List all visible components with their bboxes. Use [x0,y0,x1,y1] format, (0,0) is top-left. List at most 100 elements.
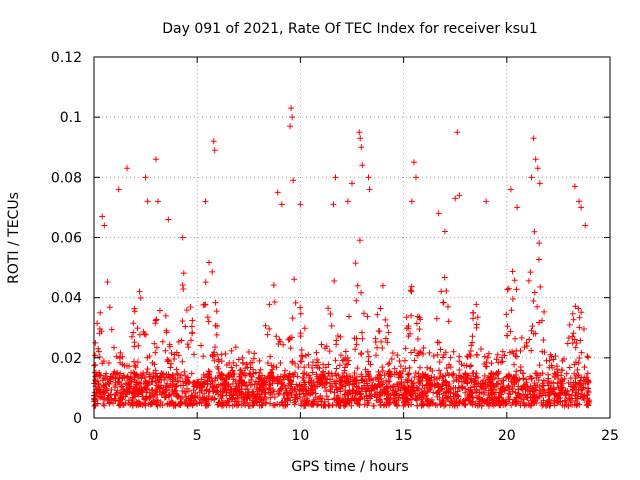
data-point [153,388,160,395]
data-point [197,384,204,391]
data-point [511,361,518,368]
y-tick-label: 0.02 [51,351,82,367]
data-point [337,333,344,340]
data-point [402,345,409,352]
data-point [468,342,475,349]
data-point [228,364,235,371]
data-point [488,391,495,398]
data-point [163,327,170,334]
data-point [513,353,520,360]
data-point [337,385,344,392]
data-point [495,359,502,366]
data-point [580,377,587,384]
data-point [256,370,263,377]
data-point [233,362,240,369]
data-point [557,398,564,405]
data-point [286,336,293,343]
data-point [94,400,101,407]
data-point [353,297,360,304]
data-point [99,377,106,384]
data-point [238,389,245,396]
data-point [382,389,389,396]
data-point [441,274,448,281]
data-point [154,198,161,205]
data-point [94,320,101,327]
data-point [139,393,146,400]
data-point [465,372,472,379]
data-point [101,222,108,229]
data-point [511,277,518,284]
data-point [530,393,537,400]
data-point [95,345,102,352]
data-point [450,384,457,391]
data-point [292,299,299,306]
data-point [235,381,242,388]
data-point [203,395,210,402]
data-point [469,370,476,377]
data-point [296,382,303,389]
data-point [526,336,533,343]
data-point [165,392,172,399]
data-point [142,385,149,392]
data-point [288,392,295,399]
data-point [314,379,321,386]
data-point [474,314,481,321]
data-point [333,365,340,372]
data-point [403,314,410,321]
data-point [335,396,342,403]
data-point [162,347,169,354]
data-point [561,397,568,404]
data-point [470,394,477,401]
data-point [481,389,488,396]
data-point [134,359,141,366]
data-point [384,322,391,329]
data-point [429,401,436,408]
data-point [318,402,325,409]
data-point [231,401,238,408]
data-point [270,377,277,384]
data-point [485,374,492,381]
data-point [148,378,155,385]
data-point [540,377,547,384]
data-point [426,349,433,356]
data-point [120,372,127,379]
data-point [202,279,209,286]
data-point [520,396,527,403]
data-point [407,287,414,294]
data-point [582,222,589,229]
data-point [116,353,123,360]
data-point [252,378,259,385]
data-point [278,201,285,208]
data-point [410,159,417,166]
data-point [210,384,217,391]
data-point [270,282,277,289]
x-tick-labels: 0 5 10 15 20 25 [90,428,619,444]
data-point [299,387,306,394]
data-point [305,351,312,358]
data-point [506,386,513,393]
data-point [290,177,297,184]
data-point [429,381,436,388]
data-point [115,378,122,385]
data-point [531,400,538,407]
data-point [510,379,517,386]
data-point [584,401,591,408]
data-point [575,359,582,366]
data-point [565,395,572,402]
data-point [484,354,491,361]
data-point [171,402,178,409]
data-point [144,198,151,205]
data-point [581,364,588,371]
data-point [264,373,271,380]
data-point [164,358,171,365]
data-point [481,353,488,360]
data-point [137,371,144,378]
data-point [507,186,514,193]
data-point [277,373,284,380]
data-point [456,192,463,199]
data-point [456,367,463,374]
data-point [528,402,535,409]
data-point [419,370,426,377]
data-point [326,348,333,355]
data-point [256,357,263,364]
